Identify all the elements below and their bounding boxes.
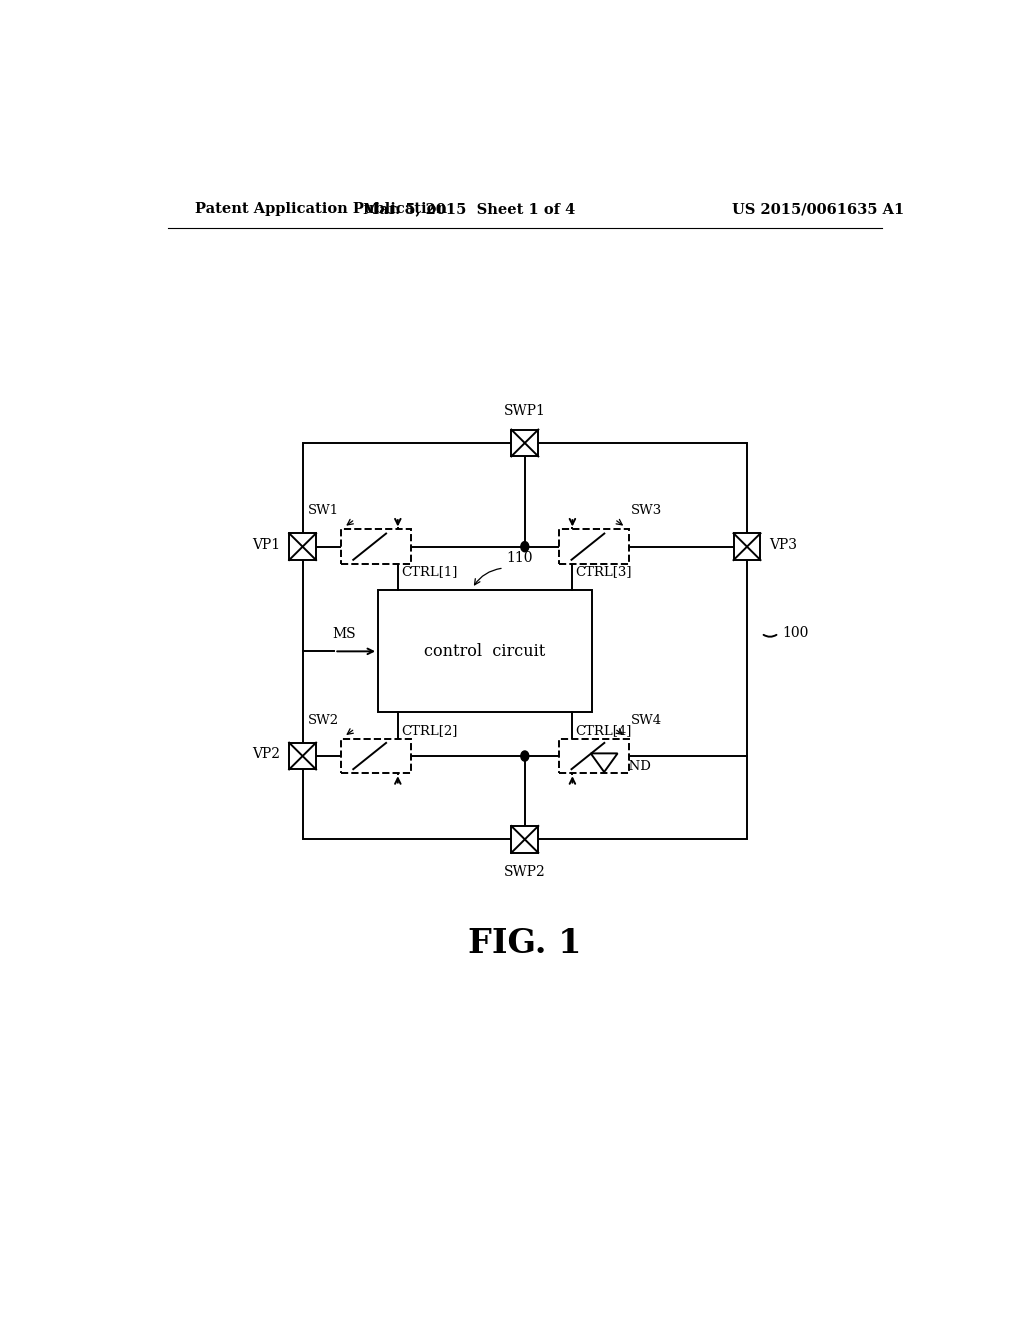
Text: GND: GND [618,760,651,772]
Bar [378,590,592,713]
Text: US 2015/0061635 A1: US 2015/0061635 A1 [732,202,904,216]
Text: CTRL[3]: CTRL[3] [575,565,632,578]
Bar [289,743,316,770]
Bar [559,529,629,564]
Bar [289,533,316,560]
Bar [733,533,761,560]
Text: CTRL[4]: CTRL[4] [575,725,632,737]
Text: 100: 100 [782,626,809,640]
Circle shape [521,541,528,552]
Bar [341,529,411,564]
Text: CTRL[2]: CTRL[2] [401,725,458,737]
Text: VP2: VP2 [252,747,281,762]
Text: SW4: SW4 [631,714,663,726]
Text: SW3: SW3 [631,504,663,517]
Bar [511,429,539,457]
Text: control  circuit: control circuit [425,643,546,660]
Text: CTRL[1]: CTRL[1] [401,565,458,578]
Bar [303,444,748,840]
Text: MS: MS [333,627,356,642]
Text: VP3: VP3 [769,537,798,552]
Text: SWP1: SWP1 [504,404,546,417]
Text: FIG. 1: FIG. 1 [468,927,582,960]
Text: Mar. 5, 2015  Sheet 1 of 4: Mar. 5, 2015 Sheet 1 of 4 [364,202,575,216]
Text: SWP2: SWP2 [504,865,546,879]
Bar [341,739,411,774]
Bar [511,826,539,853]
Circle shape [521,751,528,762]
Text: SW1: SW1 [308,504,339,517]
Text: 110: 110 [506,550,532,565]
Text: Patent Application Publication: Patent Application Publication [196,202,447,216]
Bar [559,739,629,774]
Text: SW2: SW2 [308,714,339,726]
Polygon shape [591,754,617,772]
Text: VP1: VP1 [252,537,281,552]
